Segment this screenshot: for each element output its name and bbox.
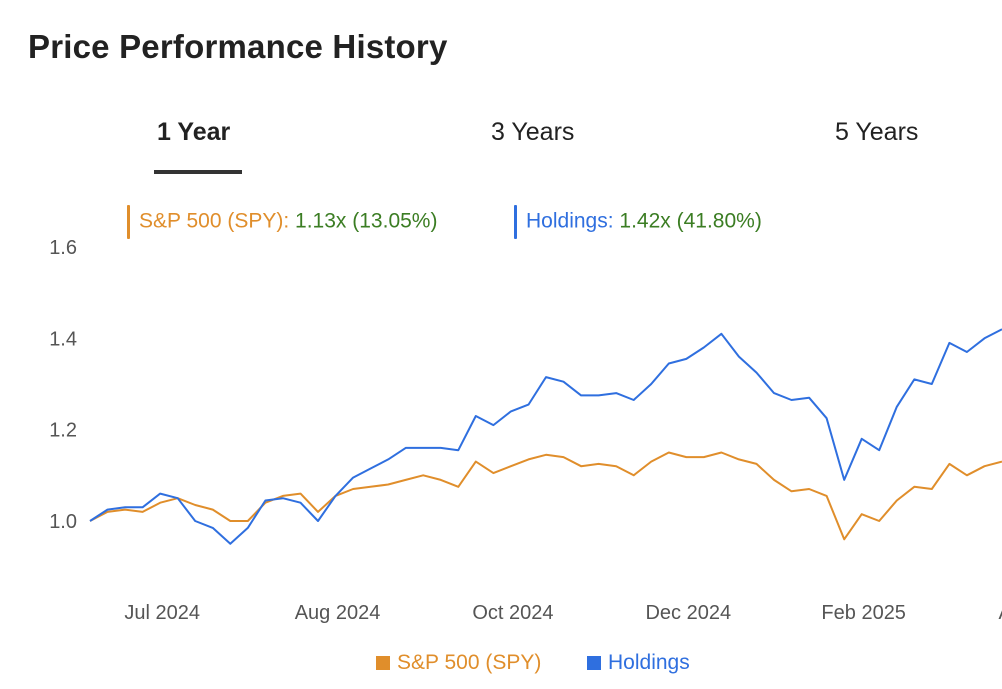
holdings-series-line[interactable]: [89, 328, 1002, 545]
x-tick-label: Apr 2025: [998, 602, 1002, 624]
x-tick-label: Aug 2024: [295, 602, 381, 624]
x-tick-label: Jul 2024: [124, 602, 200, 624]
active-tab-indicator: [154, 170, 242, 174]
legend-label-holdings: Holdings: [608, 651, 690, 674]
spy-series-line[interactable]: [89, 451, 1002, 541]
holdings-summary-marker: [514, 205, 517, 239]
spy-summary-value: 1.13x (13.05%): [295, 209, 438, 233]
tab-5-years[interactable]: 5 Years: [835, 118, 919, 146]
holdings-summary-value: 1.42x (41.80%): [619, 209, 762, 233]
y-tick-label: 1.0: [49, 511, 77, 533]
page-title: Price Performance History: [28, 28, 448, 65]
x-tick-label: Dec 2024: [645, 602, 731, 624]
x-tick-label: Feb 2025: [821, 602, 906, 624]
legend-item-holdings[interactable]: Holdings: [587, 651, 690, 675]
holdings-summary-name: Holdings:: [526, 209, 614, 233]
legend-swatch-holdings: [587, 656, 601, 670]
y-tick-label: 1.6: [49, 237, 77, 259]
holdings-summary: Holdings: 1.42x (41.80%): [514, 205, 762, 239]
tab-1-year[interactable]: 1 Year: [157, 118, 231, 146]
legend-item-spy[interactable]: S&P 500 (SPY): [376, 651, 541, 675]
tab-3-years[interactable]: 3 Years: [491, 118, 575, 146]
y-tick-label: 1.2: [49, 420, 77, 442]
legend-swatch-spy: [376, 656, 390, 670]
y-tick-label: 1.4: [49, 328, 77, 350]
spy-summary-marker: [127, 205, 130, 239]
spy-summary-name: S&P 500 (SPY):: [139, 209, 290, 233]
spy-summary: S&P 500 (SPY): 1.13x (13.05%): [127, 205, 437, 239]
x-tick-label: Oct 2024: [472, 602, 553, 624]
legend-label-spy: S&P 500 (SPY): [397, 651, 542, 674]
